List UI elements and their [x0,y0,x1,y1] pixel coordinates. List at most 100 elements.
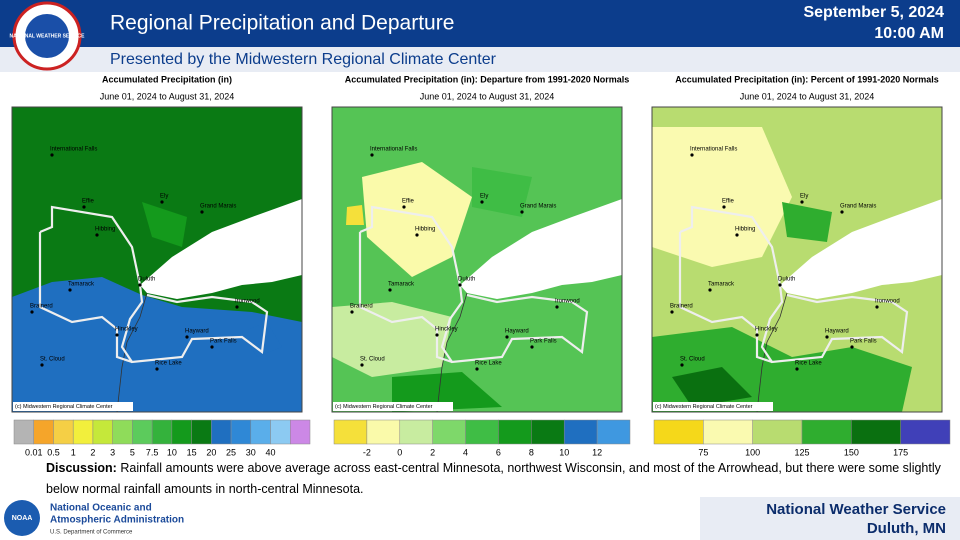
legend-swatch [132,419,153,445]
state-line [436,292,468,413]
nws-logo-inner [25,14,69,58]
city-dot [755,333,759,337]
legend-swatch [112,419,133,445]
legend-label: 0.01 [25,447,43,457]
city-dot [670,310,674,314]
legend-swatch [270,419,291,445]
legend-label: 150 [844,447,859,457]
map-region [652,127,792,267]
city-label: St. Cloud [680,357,705,363]
city-label: Grand Marais [840,204,876,210]
noaa-line1: National Oceanic and [50,503,152,514]
nws-logo-text: NATIONAL WEATHER SERVICE [10,33,86,39]
map-region [782,202,832,242]
nws-line1: National Weather Service [766,501,946,518]
city-dot [402,205,406,209]
map-region [12,277,302,412]
city-dot [370,153,374,157]
city-dot [82,205,86,209]
map-title: Accumulated Precipitation (in): Departur… [345,74,630,84]
legend-label: 2 [90,447,95,457]
city-label: Park Falls [530,339,557,345]
title: Regional Precipitation and Departure [110,12,454,35]
map-title: Accumulated Precipitation (in): Percent … [675,74,939,84]
cwa-boundary [678,232,773,364]
city-dot [415,233,419,237]
city-label: Hibbing [95,227,115,233]
city-dot [825,335,829,339]
legend-label: 125 [794,447,809,457]
map-frame [651,106,943,413]
legend-swatch [250,419,271,445]
legend-swatch [531,419,565,445]
city-dot [50,153,54,157]
legend-label: 0.5 [47,447,60,457]
map-region [346,205,364,225]
city-label: Ely [160,194,168,200]
city-dot [200,210,204,214]
city-label: Hibbing [415,227,435,233]
city-dot [555,305,559,309]
legend-swatch [703,419,753,445]
legend-swatch [366,419,401,445]
city-label: Ironwood [555,299,580,305]
legend-label: 10 [167,447,177,457]
legend-swatch [191,419,212,445]
city-dot [735,233,739,237]
city-dot [480,200,484,204]
city-label: Tamarack [388,282,415,288]
city-label: Duluth [778,277,795,283]
credit: (c) Midwestern Regional Climate Center [335,404,433,410]
city-dot [778,283,782,287]
credit: (c) Midwestern Regional Climate Center [15,404,113,410]
city-dot [850,345,854,349]
legend-label: 5 [130,447,135,457]
city-dot [138,283,142,287]
city-label: Tamarack [708,282,735,288]
legend-swatch [333,419,368,445]
legend-swatch [211,419,232,445]
city-label: Park Falls [210,339,237,345]
legend-label: 0 [397,447,402,457]
city-dot [505,335,509,339]
legend-swatch [13,419,34,445]
legend-swatch [851,419,901,445]
city-label: Rice Lake [475,361,502,367]
city-label: Hinckley [755,327,778,333]
legend-swatch [230,419,252,445]
legend-swatch [72,419,94,445]
city-dot [800,200,804,204]
footer-right [700,497,960,540]
subtitle-bar [0,47,960,72]
city-label: Ely [800,194,808,200]
legend-label: 2 [430,447,435,457]
city-dot [185,335,189,339]
noaa-line2: Atmospheric Administration [50,515,184,526]
city-label: Hayward [505,329,529,335]
city-dot [722,205,726,209]
city-dot [360,363,364,367]
state-line [756,292,788,413]
city-label: Hinckley [435,327,458,333]
legend-swatch [290,419,311,445]
map-period: June 01, 2024 to August 31, 2024 [740,91,875,101]
legend-swatch [171,419,192,445]
map-region [142,202,187,247]
title-bar [0,0,960,47]
city-dot [520,210,524,214]
legend-label: 30 [246,447,256,457]
lake-superior [780,199,942,299]
city-label: Tamarack [68,282,95,288]
legend-label: 40 [266,447,276,457]
city-label: Ironwood [875,299,900,305]
map-period: June 01, 2024 to August 31, 2024 [100,91,235,101]
city-label: Hayward [185,329,209,335]
city-dot [530,345,534,349]
city-dot [155,367,159,371]
legend-swatch [465,419,499,445]
city-label: Brainerd [350,304,373,310]
city-dot [795,367,799,371]
legend-swatch [596,419,631,445]
city-dot [840,210,844,214]
